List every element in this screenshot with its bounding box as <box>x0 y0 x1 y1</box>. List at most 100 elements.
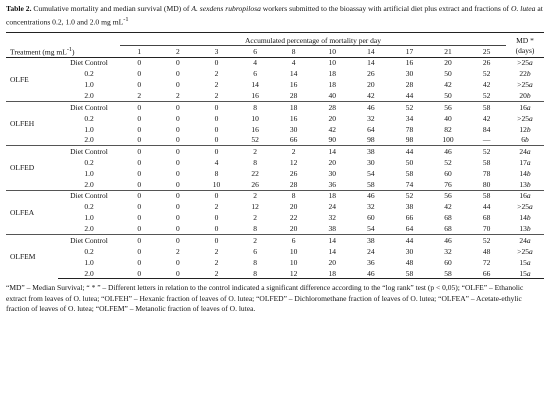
mortality-cell: 14 <box>251 80 259 90</box>
mortality-cell: 0 <box>137 124 142 134</box>
md-letter: b <box>526 69 531 79</box>
mortality-cell: 8 <box>253 257 257 267</box>
mortality-cell: 2 <box>235 234 275 246</box>
mortality-cell: 0 <box>214 224 219 234</box>
md-letter: a <box>528 58 533 68</box>
mortality-cell: 20 <box>328 113 337 123</box>
mortality-cell: 82 <box>444 124 452 134</box>
mortality-cell: 42 <box>444 202 452 212</box>
mortality-cell: 68 <box>444 213 452 223</box>
mortality-cell: 2 <box>253 213 257 223</box>
median-survival-cell: >25a <box>506 79 544 90</box>
mortality-cell: 78 <box>482 169 491 179</box>
mortality-cell: 8 <box>253 224 257 234</box>
table-row: 2.0 0 0 0 8 20 38 54 64 68 70 13b <box>6 223 544 234</box>
table-notes: “MD” – Median Survival; “ * ” – Differen… <box>6 283 524 314</box>
md-value: 13 <box>519 179 527 189</box>
mortality-cell: 52 <box>467 145 506 157</box>
mortality-cell: 74 <box>405 179 414 189</box>
median-survival-cell: 24a <box>506 234 544 246</box>
md-letter: a <box>528 113 533 123</box>
mortality-cell: 20 <box>428 56 468 69</box>
table-row: 2.0 0 0 2 8 12 18 46 58 58 66 15a <box>6 267 544 280</box>
median-survival-cell: 15a <box>506 267 544 280</box>
mortality-cell: 46 <box>351 189 391 202</box>
md-value: 20 <box>519 91 527 101</box>
mortality-cell: 28 <box>289 179 298 189</box>
median-survival-cell: >25a <box>506 56 544 69</box>
mortality-cell: 2 <box>197 267 236 280</box>
md-letter: a <box>526 235 531 245</box>
concentration-cell: 0.2 <box>84 113 94 123</box>
mortality-cell: 2 <box>214 246 219 256</box>
day-header: 3 <box>197 45 236 58</box>
concentration-cell: 2.0 <box>84 179 94 189</box>
table-row: 2.0 2 2 2 16 28 40 42 44 50 52 20b <box>6 90 544 101</box>
mortality-cell: 2 <box>214 69 219 79</box>
mortality-cell: 42 <box>444 80 452 90</box>
table-row: 1.0 0 0 2 14 16 18 20 28 42 42 >25a <box>6 79 544 90</box>
mortality-cell: 50 <box>444 91 452 101</box>
table-row: OLFED Diet Control 0 0 0 2 2 14 38 44 46 52 24a <box>6 145 544 191</box>
mortality-cell: 0 <box>197 56 236 69</box>
table-body: OLFE Diet Control 0 0 0 4 4 10 14 16 20 26 >25a 0.2 0 0… <box>6 56 544 280</box>
mortality-cell: 0 <box>214 135 219 145</box>
mortality-cell: 50 <box>444 69 452 79</box>
table-row: OLFE Diet Control 0 0 0 4 4 10 14 16 20 26 >25a <box>6 56 544 102</box>
table-row: 0.2 0 2 2 6 10 14 24 30 32 48 >25a <box>6 246 544 257</box>
mortality-cell: 58 <box>367 179 375 189</box>
mortality-cell: 28 <box>312 100 352 113</box>
concentration-cell: Diet Control <box>58 145 120 157</box>
mortality-cell: 64 <box>405 224 414 234</box>
mortality-cell: 46 <box>428 234 468 246</box>
mortality-cell: 18 <box>312 267 352 280</box>
mortality-cell: 76 <box>444 179 452 189</box>
mortality-cell: 54 <box>367 169 375 179</box>
mortality-cell: 52 <box>390 100 429 113</box>
mortality-cell: 48 <box>405 257 414 267</box>
md-value: 6 <box>521 135 525 145</box>
mortality-cell: 0 <box>158 145 198 157</box>
mortality-cell: 48 <box>482 246 491 256</box>
mortality-cell: 58 <box>482 157 491 167</box>
concentration-cell: 0.2 <box>84 202 94 212</box>
mortality-cell: 38 <box>351 234 391 246</box>
table-row: 1.0 0 0 0 16 30 42 64 78 82 84 12b <box>6 124 544 135</box>
mortality-cell: 52 <box>251 135 259 145</box>
mortality-cell: 52 <box>444 157 452 167</box>
mortality-cell: 44 <box>482 202 491 212</box>
md-value: 24 <box>519 147 527 157</box>
mortality-cell: 60 <box>444 169 452 179</box>
mortality-cell: 58 <box>428 267 468 280</box>
mortality-cell: 0 <box>137 213 142 223</box>
mortality-cell: 58 <box>467 100 506 113</box>
mortality-cell: 38 <box>351 145 391 157</box>
mortality-cell: 70 <box>482 224 491 234</box>
median-survival-cell: >25a <box>506 246 544 257</box>
mortality-cell: 54 <box>367 224 375 234</box>
mortality-cell: 2 <box>214 91 219 101</box>
md-value: 14 <box>519 169 527 179</box>
mortality-cell: 46 <box>351 267 391 280</box>
mortality-cell: 20 <box>328 157 337 167</box>
mortality-cell: 34 <box>405 113 414 123</box>
concentration-cell: 1.0 <box>84 169 94 179</box>
mortality-cell: 42 <box>328 124 337 134</box>
table-header: Treatment (mg mL-1) Accumulated percenta… <box>6 31 544 58</box>
mortality-cell: 30 <box>405 246 414 256</box>
treatment-name: OLFEH <box>6 100 58 146</box>
mortality-cell: 78 <box>405 124 414 134</box>
mortality-cell: 52 <box>467 234 506 246</box>
mortality-cell: 40 <box>444 113 452 123</box>
median-survival-cell: 16a <box>506 100 544 113</box>
mortality-cell: 4 <box>214 157 219 167</box>
mortality-cell: 0 <box>214 213 219 223</box>
median-survival-cell: 17a <box>506 157 544 168</box>
concentration-cell: 1.0 <box>84 257 94 267</box>
md-letter: a <box>526 268 531 278</box>
table-caption: Table 2. Cumulative mortality and median… <box>6 4 543 27</box>
mortality-cell: 8 <box>214 169 219 179</box>
median-survival-cell: 24a <box>506 145 544 157</box>
mortality-cell: 6 <box>253 246 257 256</box>
concentration-cell: Diet Control <box>58 234 120 246</box>
